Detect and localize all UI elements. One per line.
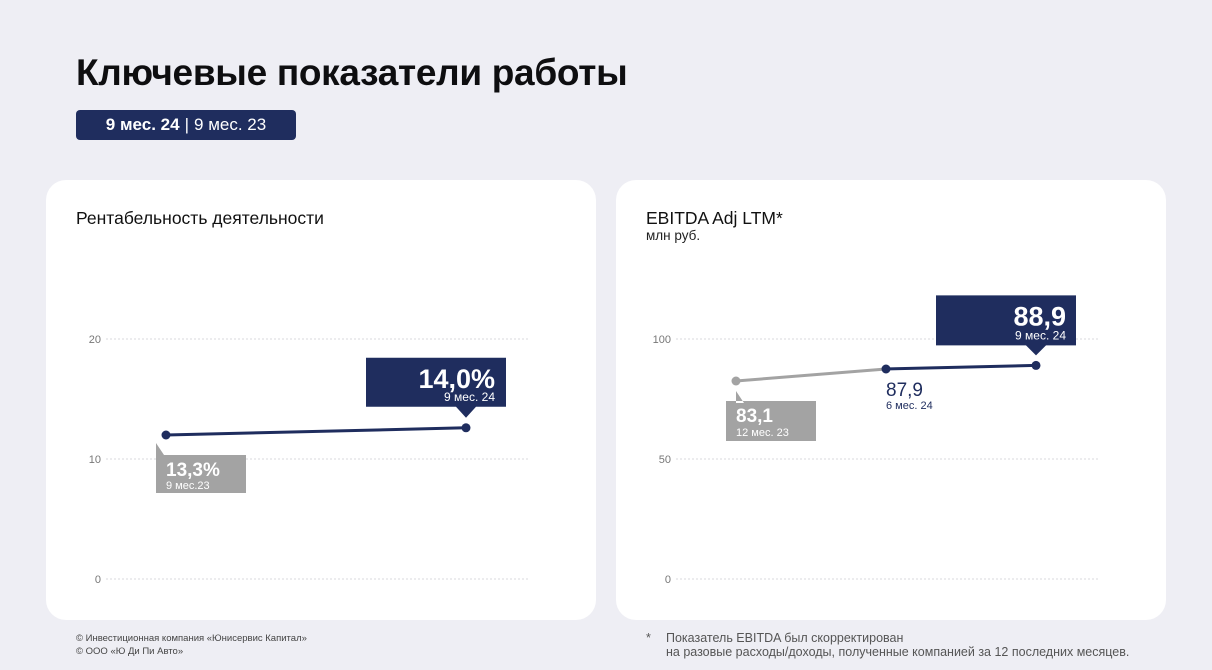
series-line-segment-navy bbox=[885, 363, 1037, 371]
series-line bbox=[731, 360, 1041, 386]
ebitda-card: EBITDA Adj LTM* млн руб. 0 50 100 83,1 1… bbox=[616, 180, 1166, 620]
period-previous: 9 мес. 23 bbox=[194, 115, 267, 134]
callout-box bbox=[366, 357, 506, 418]
period-badge: 9 мес. 24 | 9 мес. 23 bbox=[76, 110, 296, 140]
data-label: 87,9 bbox=[886, 380, 923, 401]
series-line-segment bbox=[165, 426, 467, 437]
footnote-line-2: на разовые расходы/доходы, полученные ко… bbox=[666, 645, 1130, 659]
y-axis: 0 10 20 bbox=[89, 334, 528, 586]
data-point bbox=[881, 364, 891, 374]
y-tick-label: 50 bbox=[659, 454, 671, 466]
copyright-line-2: © ООО «Ю Ди Пи Авто» bbox=[76, 646, 184, 657]
profitability-card: Рентабельность деятельности 0 10 20 13,3… bbox=[46, 180, 596, 620]
data-sublabel: 9 мес. 24 bbox=[1015, 328, 1066, 342]
chart-unit: млн руб. bbox=[646, 228, 701, 243]
data-sublabel: 6 мес. 24 bbox=[886, 400, 933, 412]
data-point bbox=[161, 430, 171, 440]
data-label-plain: 87,9 6 мес. 24 bbox=[886, 380, 933, 412]
data-label-callout: 83,1 12 мес. 23 bbox=[726, 391, 816, 441]
profitability-chart: 0 10 20 13,3% 9 мес.23 14,0% 9 мес. 24 bbox=[89, 334, 528, 586]
data-point bbox=[731, 376, 741, 386]
callout-box bbox=[936, 295, 1076, 356]
y-tick-label: 10 bbox=[89, 454, 101, 466]
data-sublabel: 9 мес. 24 bbox=[444, 390, 495, 404]
series-line-segment-grey bbox=[735, 367, 887, 383]
data-sublabel: 9 мес.23 bbox=[166, 480, 210, 492]
chart-title: Рентабельность деятельности bbox=[76, 208, 324, 228]
data-label-callout: 13,3% 9 мес.23 bbox=[156, 443, 246, 493]
data-sublabel: 12 мес. 23 bbox=[736, 427, 789, 439]
callout-box bbox=[726, 391, 816, 441]
data-point bbox=[461, 423, 471, 433]
y-tick-label: 0 bbox=[95, 574, 101, 586]
page-title: Ключевые показатели работы bbox=[76, 52, 628, 93]
chart-title: EBITDA Adj LTM* bbox=[646, 208, 783, 228]
data-label: 88,9 bbox=[1013, 301, 1066, 331]
period-current: 9 мес. 24 bbox=[105, 115, 180, 134]
data-label: 14,0% bbox=[418, 364, 495, 394]
copyright: © Инвестиционная компания «Юнисервис Кап… bbox=[76, 632, 307, 658]
footnote: * Показатель EBITDA был скорректирован н… bbox=[646, 631, 1129, 659]
data-point bbox=[1031, 360, 1041, 370]
period-separator: | bbox=[184, 115, 190, 134]
data-label: 13,3% bbox=[166, 460, 220, 481]
y-tick-label: 100 bbox=[653, 334, 671, 346]
series-line bbox=[161, 423, 471, 440]
data-label-callout: 14,0% 9 мес. 24 bbox=[366, 357, 506, 418]
y-tick-label: 0 bbox=[665, 574, 671, 586]
y-tick-label: 20 bbox=[89, 334, 101, 346]
callout-box bbox=[156, 443, 246, 493]
copyright-line-1: © Инвестиционная компания «Юнисервис Кап… bbox=[76, 633, 307, 644]
footnote-mark: * bbox=[646, 631, 651, 645]
data-label-callout: 88,9 9 мес. 24 bbox=[936, 295, 1076, 356]
footnote-line-1: Показатель EBITDA был скорректирован bbox=[666, 631, 904, 645]
ebitda-chart: 0 50 100 83,1 12 мес. 23 87,9 6 мес. 24 … bbox=[653, 295, 1098, 586]
y-axis: 0 50 100 bbox=[653, 334, 1098, 586]
data-label: 83,1 bbox=[736, 406, 773, 427]
